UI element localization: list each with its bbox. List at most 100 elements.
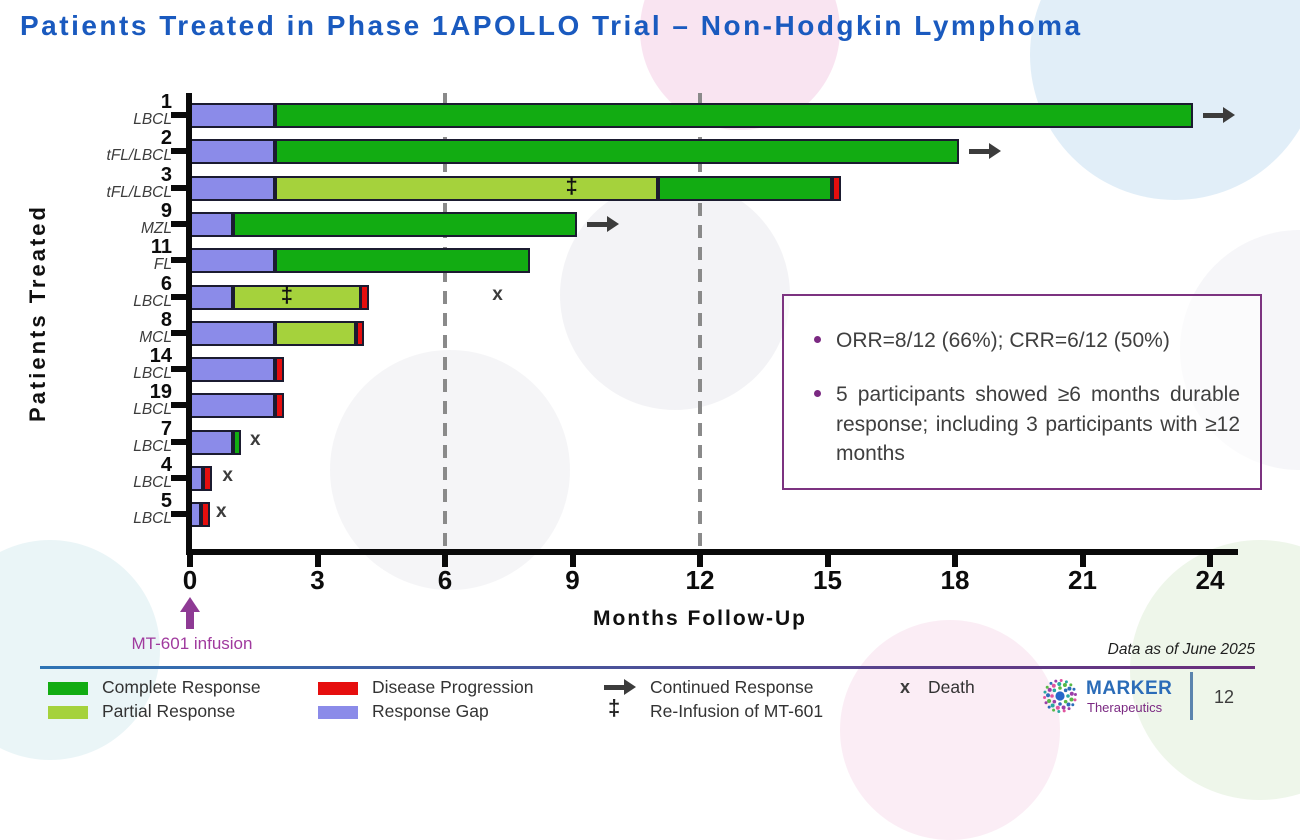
patient-disease-label: LBCL [133, 293, 172, 310]
legend-label-complete-response: Complete Response [102, 677, 261, 697]
bar-segment-pd [275, 357, 284, 382]
y-axis-tick [171, 402, 187, 408]
patient-disease-label: LBCL [133, 438, 172, 455]
x-axis-tick-label: 15 [813, 565, 842, 595]
patient-id-label: 14 [149, 345, 172, 367]
callout-bullet-2: 5 participants showed ≥6 months durable … [814, 380, 1240, 469]
swimmer-plot: 0 3 6 9 12 15 18 21 24 1 LBCL 2 tFL/LBCL 3 tFL/LBCL ‡ 9 M… [107, 91, 1235, 595]
patient-id-label: 5 [160, 490, 172, 512]
patient-disease-label: LBCL [133, 474, 172, 491]
data-as-of-note: Data as of June 2025 [1107, 641, 1255, 658]
patient-disease-label: MCL [139, 329, 172, 346]
x-axis-tick [187, 555, 193, 567]
continued-response-arrow [586, 216, 619, 232]
legend-label-partial-response: Partial Response [102, 701, 236, 721]
x-axis-tick-label: 18 [940, 565, 970, 595]
footer-divider [40, 666, 1255, 669]
marker-therapeutics-logo: MARKER Therapeutics [1040, 674, 1280, 722]
x-axis-tick-label: 21 [1068, 565, 1097, 595]
bar-segment-pd [201, 502, 210, 527]
infusion-arrow-icon [180, 597, 200, 631]
callout-text-orr: ORR=8/12 (66%); CRR=6/12 (50%) [836, 329, 1170, 352]
x-axis-tick [824, 555, 831, 567]
bar-segment-pr [275, 321, 356, 346]
death-marker: x [492, 284, 503, 305]
legend-label-continued-response: Continued Response [650, 677, 814, 697]
x-axis-tick-label: 3 [310, 565, 325, 595]
arrow-stem [969, 148, 990, 154]
y-axis-tick [171, 330, 187, 336]
page-number: 12 [1213, 687, 1235, 707]
y-axis-tick [171, 148, 187, 154]
death-marker: x [216, 501, 227, 522]
death-marker: x [250, 429, 261, 450]
y-axis-tick [171, 185, 187, 191]
y-axis-tick [171, 475, 187, 481]
x-axis-tick-label: 12 [685, 565, 715, 595]
y-axis-tick [171, 221, 187, 227]
y-axis-tick [171, 257, 187, 263]
bar-segment-gap [190, 357, 275, 382]
x-axis-tick [1207, 555, 1213, 567]
patient-disease-label: LBCL [133, 365, 172, 382]
patient-disease-label: FL [153, 256, 172, 273]
logo-rosette-icon [1043, 679, 1077, 713]
patient-id-label: 3 [160, 164, 172, 186]
patient-id-label: 11 [150, 236, 172, 258]
patient-id-label: 7 [160, 418, 172, 440]
y-axis-tick [171, 294, 187, 300]
y-axis-label: Patients Treated [25, 204, 50, 422]
slide-title: Patients Treated in Phase 1APOLLO Trial … [20, 10, 1083, 41]
reinfusion-marker: ‡ [280, 282, 293, 307]
bar-segment-gap [190, 212, 233, 237]
patient-disease-label: LBCL [133, 111, 172, 128]
legend-label-reinfusion: Re-Infusion of MT-601 [650, 701, 824, 721]
y-axis-tick [171, 112, 187, 118]
patient-id-label: 19 [149, 381, 172, 403]
bar-segment-cr [233, 212, 577, 237]
legend-label-disease-progression: Disease Progression [372, 677, 534, 697]
x-axis-tick [314, 555, 321, 567]
y-axis-tick [171, 511, 187, 517]
x-axis-title: Months Follow-Up [593, 607, 807, 630]
bar-segment-pr [233, 285, 361, 310]
legend-swatch-partial-response [48, 706, 88, 719]
death-marker: x [222, 465, 233, 486]
legend-arrow-icon [604, 679, 636, 695]
bar-segment-gap [190, 139, 275, 164]
legend-swatch-disease-progression [318, 682, 358, 695]
y-axis-line [186, 93, 192, 555]
bar-segment-cr [658, 176, 832, 201]
background-blob [560, 180, 790, 410]
callout-bullet-1: ORR=8/12 (66%); CRR=6/12 (50%) [814, 326, 1240, 356]
patient-id-label: 2 [160, 127, 172, 149]
continued-response-arrow [969, 143, 1002, 159]
patient-id-label: 6 [160, 273, 172, 295]
bar-segment-cr [275, 139, 959, 164]
bar-segment-gap [190, 285, 233, 310]
bar-segment-pd [360, 285, 369, 310]
x-axis-tick-label: 9 [565, 565, 580, 595]
bullet-icon [814, 336, 821, 343]
page-number-divider [1190, 672, 1193, 720]
y-axis-tick [171, 439, 187, 445]
x-axis-line [186, 549, 1238, 555]
x-axis-tick-label: 24 [1195, 565, 1225, 595]
bullet-icon [814, 389, 821, 397]
bar-segment-gap [190, 321, 275, 346]
results-callout-box: ORR=8/12 (66%); CRR=6/12 (50%) 5 partici… [782, 294, 1262, 490]
bar-segment-gap [190, 248, 275, 273]
legend-reinfusion-icon: ‡ [608, 695, 621, 720]
bar-segment-pd [356, 321, 364, 346]
patient-disease-label: LBCL [133, 401, 172, 418]
legend-label-response-gap: Response Gap [372, 701, 489, 721]
patient-id-label: 8 [160, 309, 172, 331]
bar-segment-cr [275, 248, 530, 273]
callout-text-durable: 5 participants showed ≥6 months durable … [836, 382, 1240, 466]
bar-segment-cr [233, 430, 241, 455]
reference-line-6mo [443, 93, 447, 549]
bar-segment-pd [275, 393, 284, 418]
x-axis-tick [952, 555, 958, 567]
legend-swatch-response-gap [318, 706, 358, 719]
legend-death-icon: x [900, 677, 911, 697]
